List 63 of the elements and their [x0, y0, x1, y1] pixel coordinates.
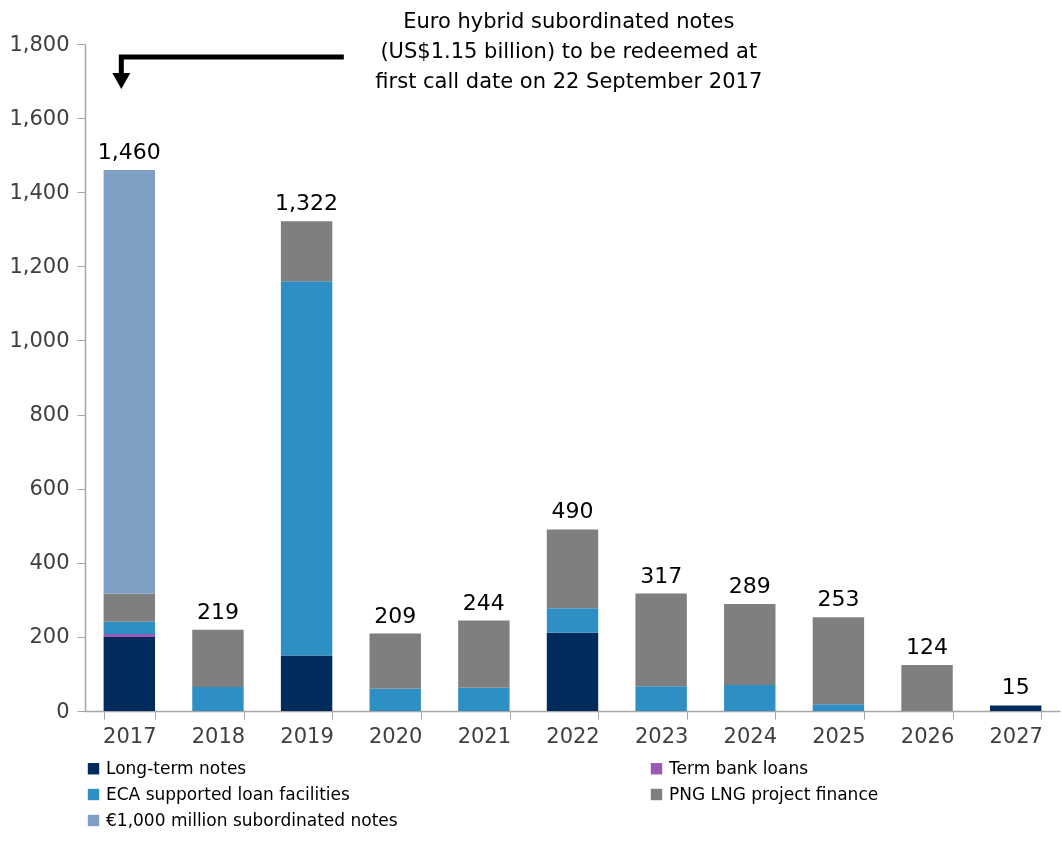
- y-tick-label: 1,600: [9, 105, 70, 130]
- bar: [812, 704, 865, 711]
- total-label: 253: [817, 586, 860, 612]
- bar: [724, 603, 776, 686]
- total-label: 219: [196, 598, 239, 624]
- total-label: 1,322: [275, 190, 339, 216]
- x-tick-label: 2021: [457, 723, 512, 748]
- x-tick-label: 2023: [634, 723, 689, 748]
- y-tick-label: 800: [29, 402, 70, 427]
- y-tick-label: 1,800: [9, 31, 70, 56]
- y-tick-label: 1,200: [9, 253, 70, 278]
- total-label: 15: [1001, 674, 1030, 700]
- x-tick-label: 2027: [989, 723, 1043, 748]
- bar: [280, 281, 333, 656]
- bar: [103, 621, 156, 634]
- bar: [635, 686, 687, 711]
- y-tick-label: 1,400: [9, 179, 70, 204]
- y-tick-label: 200: [29, 624, 70, 649]
- y-tick-label: 600: [29, 476, 70, 501]
- annotation: Euro hybrid subordinated notes (US$1.15 billion) to be redeemed at first call date on 22 September 2017: [374, 8, 764, 95]
- y-tick-label: 0: [56, 698, 70, 723]
- bar: [546, 529, 599, 609]
- x-tick-label: 2020: [369, 723, 423, 748]
- y-tick-label: 1,000: [9, 327, 70, 352]
- bar: [192, 629, 244, 687]
- bar: [635, 593, 687, 687]
- bar: [369, 688, 421, 711]
- bar: [103, 633, 156, 637]
- bar: [103, 169, 156, 594]
- x-tick-label: 2025: [812, 723, 866, 748]
- bar: [458, 620, 510, 688]
- bar: [546, 632, 599, 711]
- total-label: 317: [640, 562, 683, 588]
- total-label: 1,460: [97, 138, 161, 164]
- bar: [369, 633, 421, 689]
- bar: [989, 705, 1042, 711]
- bar: [901, 665, 953, 711]
- legend-label: Long-term notes: [106, 757, 247, 778]
- bar: [812, 617, 865, 705]
- x-tick-label: 2018: [191, 723, 246, 748]
- bar: [724, 685, 776, 711]
- x-tick-label: 2026: [900, 723, 955, 748]
- legend-label: €1,000 million subordinated notes: [106, 809, 398, 830]
- legend-label: PNG LNG project finance: [669, 783, 879, 804]
- bar: [192, 686, 244, 711]
- legend-label: ECA supported loan facilities: [106, 783, 351, 804]
- x-tick-label: 2019: [280, 723, 334, 748]
- y-tick-label: 400: [29, 550, 70, 575]
- bar: [280, 655, 333, 711]
- bar: [546, 608, 599, 633]
- total-label: 209: [374, 602, 417, 628]
- total-label: 124: [906, 634, 949, 660]
- x-tick-label: 2017: [103, 723, 157, 748]
- bar: [103, 636, 156, 711]
- x-tick-label: 2022: [546, 723, 600, 748]
- total-label: 244: [462, 589, 505, 615]
- total-label: 289: [728, 572, 771, 598]
- x-tick-label: 2024: [723, 723, 777, 748]
- bar: [458, 687, 510, 711]
- bar: [280, 221, 333, 282]
- legend-label: Term bank loans: [668, 757, 809, 778]
- total-label: 490: [551, 498, 594, 524]
- bar: [103, 593, 156, 622]
